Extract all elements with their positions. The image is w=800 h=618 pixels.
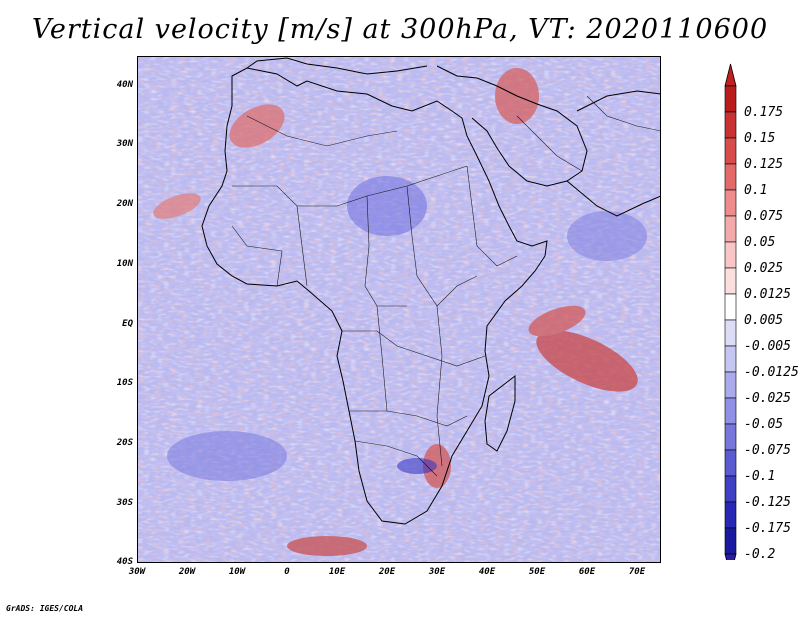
colorbar-segment: [724, 293, 737, 321]
colorbar-segment: [724, 475, 737, 503]
lon-tick-60e: 60E: [578, 567, 596, 577]
colorbar-segment: [724, 371, 737, 399]
colorbar-label: 0.15: [744, 131, 776, 146]
lon-tick-20w: 20W: [178, 567, 196, 577]
colorbar-label: -0.0125: [744, 365, 799, 380]
colorbar-segment: [724, 241, 737, 269]
lon-tick-0: 0: [284, 567, 290, 577]
colorbar-label: 0.175: [744, 105, 784, 120]
colorbar-label: -0.125: [744, 495, 791, 510]
colorbar-label: -0.2: [744, 547, 776, 562]
lat-tick-30n: 30N: [116, 139, 133, 149]
colorbar-segment: [724, 85, 737, 113]
lat-tick-10s: 10S: [116, 378, 133, 388]
colorbar-label: 0.0125: [744, 287, 791, 302]
colorbar-label: -0.005: [744, 339, 791, 354]
colorbar-segment: [724, 163, 737, 191]
colorbar-segment: [724, 397, 737, 425]
colorbar-label: 0.075: [744, 209, 784, 224]
colorbar: [724, 63, 737, 560]
updraft-patches: [153, 68, 638, 556]
colorbar-segment: [724, 449, 737, 477]
map-frame: [137, 56, 661, 563]
colorbar-segment: [724, 319, 737, 347]
lat-tick-20s: 20S: [116, 438, 133, 448]
colorbar-label: -0.075: [744, 443, 791, 458]
colorbar-label: 0.025: [744, 261, 784, 276]
lat-tick-10n: 10N: [116, 259, 133, 269]
colorbar-label: 0.1: [744, 183, 768, 198]
footer-credit: GrADS: IGES/COLA: [6, 604, 84, 613]
colorbar-segment: [724, 189, 737, 217]
lon-tick-70e: 70E: [628, 567, 646, 577]
map-panel: [137, 56, 662, 563]
lon-tick-30w: 30W: [128, 567, 146, 577]
lat-tick-eq: EQ: [122, 319, 133, 329]
coastlines: [201, 57, 662, 525]
colorbar-label: -0.025: [744, 391, 791, 406]
lon-tick-50e: 50E: [528, 567, 546, 577]
downdraft-patches: [167, 176, 647, 481]
lat-tick-30s: 30S: [116, 498, 133, 508]
lon-tick-40e: 40E: [478, 567, 496, 577]
colorbar-label: 0.125: [744, 157, 784, 172]
lat-tick-20n: 20N: [116, 199, 133, 209]
colorbar-segment: [724, 215, 737, 243]
chart-title: Vertical velocity [m/s] at 300hPa, VT: 2…: [31, 14, 769, 45]
colorbar-segment: [724, 423, 737, 451]
colorbar-arrow-top: [724, 63, 737, 87]
lon-tick-10w: 10W: [228, 567, 246, 577]
lon-tick-10e: 10E: [328, 567, 346, 577]
country-borders: [231, 95, 662, 477]
colorbar-label: 0.05: [744, 235, 776, 250]
colorbar-segment: [724, 111, 737, 139]
colorbar-segment: [724, 345, 737, 373]
colorbar-segment: [724, 267, 737, 295]
colorbar-label: -0.175: [744, 521, 791, 536]
lat-tick-40s: 40S: [116, 557, 133, 567]
lat-tick-40n: 40N: [116, 80, 133, 90]
colorbar-segment: [724, 137, 737, 165]
colorbar-label: -0.1: [744, 469, 776, 484]
lon-tick-30e: 30E: [428, 567, 446, 577]
lon-tick-20e: 20E: [378, 567, 396, 577]
colorbar-segment: [724, 501, 737, 529]
colorbar-segment: [724, 527, 737, 555]
map-canvas: [137, 56, 662, 563]
colorbar-label: 0.005: [744, 313, 784, 328]
colorbar-label: -0.05: [744, 417, 784, 432]
colorbar-arrow-bottom: [724, 553, 737, 560]
